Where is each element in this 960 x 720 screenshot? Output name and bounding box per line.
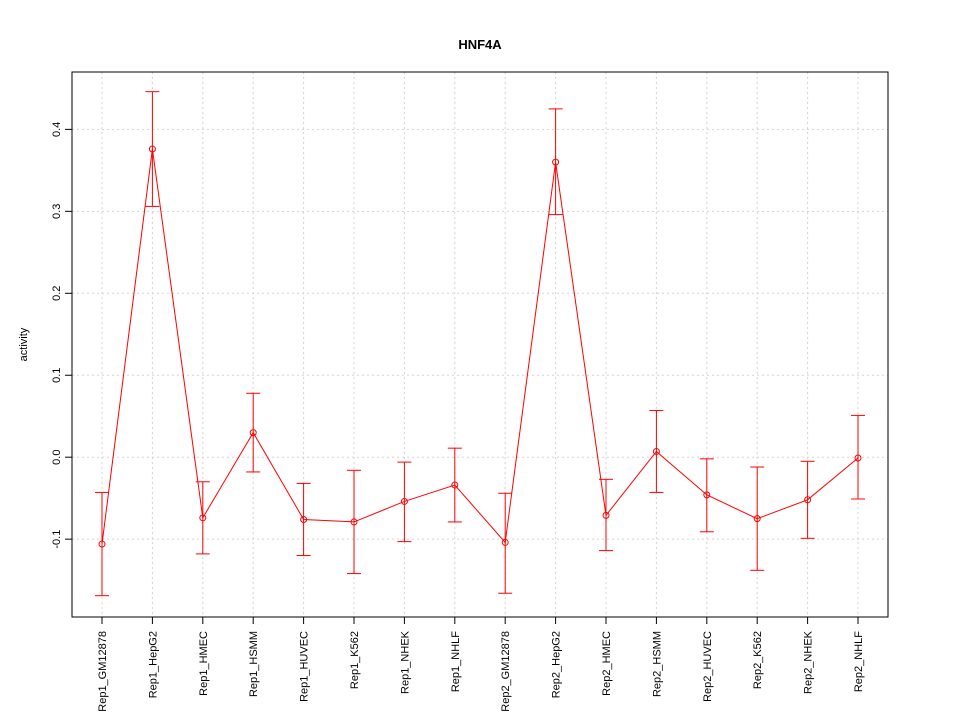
data-point: [501, 538, 509, 546]
y-axis-label: activity: [18, 327, 30, 361]
grid-lines: [72, 72, 888, 617]
y-tick-label: 0.4: [51, 122, 63, 137]
x-tick-label: Rep1_NHLF: [450, 631, 462, 692]
series-line: [101, 148, 859, 545]
data-point: [148, 145, 156, 153]
x-tick-label: Rep1_GM12878: [97, 631, 109, 712]
x-tick-label: Rep2_HepG2: [551, 631, 563, 698]
series-layer: [95, 91, 865, 597]
data-point: [652, 447, 660, 455]
y-tick-label: 0.2: [51, 286, 63, 301]
plot-frame: [71, 71, 889, 618]
data-point: [703, 491, 711, 499]
data-point: [98, 540, 106, 548]
x-tick-label: Rep2_HUVEC: [702, 631, 714, 702]
x-tick-label: Rep1_HSMM: [248, 631, 260, 697]
x-tick-label: Rep2_HSMM: [651, 631, 663, 697]
x-tick-label: Rep2_NHLF: [853, 631, 865, 692]
data-point: [451, 481, 459, 489]
x-tick-label: Rep1_K562: [349, 631, 361, 689]
chart-title: HNF4A: [458, 37, 502, 52]
axes-layer: Rep1_GM12878 Rep1_HepG2 Rep1_HMEC Rep1_HSMM…: [51, 122, 865, 712]
y-tick-label: -0.1: [51, 530, 63, 549]
data-point: [199, 514, 207, 522]
x-tick-label: Rep1_HUVEC: [299, 631, 311, 702]
x-tick-label: Rep2_HMEC: [601, 631, 613, 696]
y-tick-label: 0.0: [51, 450, 63, 465]
y-tick-label: 0.1: [51, 368, 63, 383]
data-point: [753, 515, 761, 523]
x-tick-label: Rep1_HepG2: [147, 631, 159, 698]
x-tick-label: Rep2_GM12878: [500, 631, 512, 712]
data-point: [804, 496, 812, 504]
x-tick-label: Rep2_NHEK: [803, 630, 815, 694]
data-point: [854, 454, 862, 462]
y-tick-label: 0.3: [51, 204, 63, 219]
data-point: [552, 158, 560, 166]
x-tick-label: Rep1_HMEC: [198, 631, 210, 696]
data-point: [350, 518, 358, 526]
x-tick-label: Rep2_K562: [752, 631, 764, 689]
x-tick-label: Rep1_NHEK: [399, 630, 411, 694]
data-point: [400, 497, 408, 505]
data-point: [249, 429, 257, 437]
data-point: [300, 515, 308, 523]
data-point: [602, 511, 610, 519]
